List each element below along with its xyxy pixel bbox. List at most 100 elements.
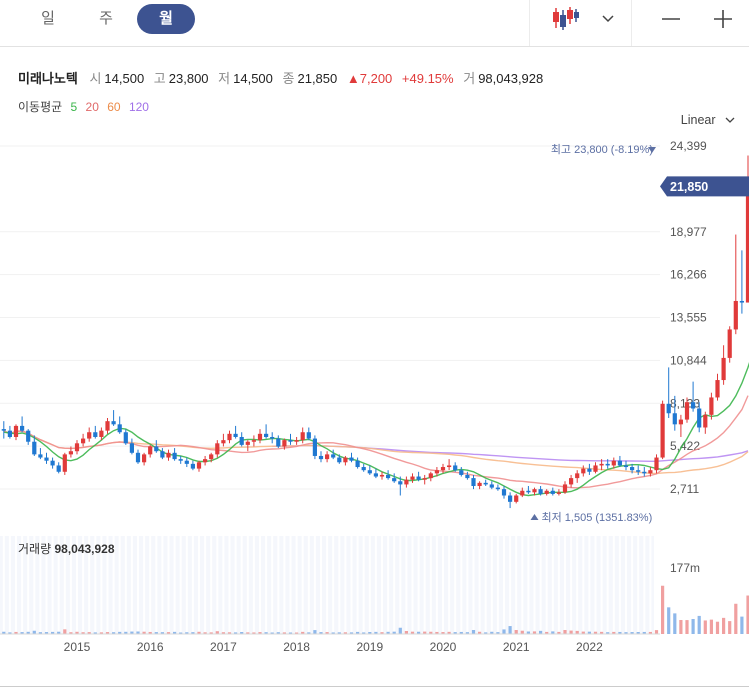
volume-bar[interactable] xyxy=(734,603,738,634)
candle[interactable] xyxy=(678,419,683,425)
candle[interactable] xyxy=(44,457,49,461)
candle[interactable] xyxy=(38,454,43,458)
volume-bar[interactable] xyxy=(520,630,524,634)
volume-bar[interactable] xyxy=(51,631,55,634)
volume-bar[interactable] xyxy=(349,632,354,634)
candle[interactable] xyxy=(508,495,513,502)
candle[interactable] xyxy=(68,451,73,455)
candle[interactable] xyxy=(160,451,165,458)
candle[interactable] xyxy=(264,433,269,437)
candle[interactable] xyxy=(361,467,366,471)
volume-bar[interactable] xyxy=(295,632,299,635)
volume-bar[interactable] xyxy=(368,632,372,634)
volume-bar[interactable] xyxy=(459,631,463,634)
candle[interactable] xyxy=(654,457,659,471)
candle[interactable] xyxy=(367,470,372,474)
candle[interactable] xyxy=(178,459,183,461)
candle[interactable] xyxy=(355,460,360,468)
volume-bar[interactable] xyxy=(215,631,219,634)
volume-bar[interactable] xyxy=(496,632,500,634)
candle[interactable] xyxy=(733,300,738,330)
candle[interactable] xyxy=(56,465,61,472)
volume-bar[interactable] xyxy=(173,631,177,634)
volume-bar[interactable] xyxy=(14,631,18,634)
volume-bar[interactable] xyxy=(715,621,720,634)
candle[interactable] xyxy=(105,421,110,431)
volume-bar[interactable] xyxy=(490,631,494,634)
candle[interactable] xyxy=(501,489,507,496)
candle[interactable] xyxy=(434,470,439,474)
candle[interactable] xyxy=(709,397,714,415)
volume-bar[interactable] xyxy=(252,632,256,634)
volume-bar[interactable] xyxy=(44,632,49,634)
volume-bar[interactable] xyxy=(581,631,585,634)
volume-bar[interactable] xyxy=(124,631,128,634)
candle[interactable] xyxy=(745,186,749,303)
volume-bar[interactable] xyxy=(38,632,42,634)
volume-bar[interactable] xyxy=(740,616,744,634)
candle[interactable] xyxy=(123,432,128,444)
volume-bar[interactable] xyxy=(227,632,232,634)
candle[interactable] xyxy=(715,380,720,398)
candle[interactable] xyxy=(410,476,415,480)
ma5-legend[interactable]: 5 xyxy=(70,100,78,114)
volume-bar[interactable] xyxy=(557,631,561,634)
volume-bar[interactable] xyxy=(575,630,579,634)
candle[interactable] xyxy=(520,490,525,496)
candle[interactable] xyxy=(599,463,604,466)
volume-bar[interactable] xyxy=(661,585,665,634)
volume-bar[interactable] xyxy=(93,632,97,634)
candle[interactable] xyxy=(569,478,574,485)
volume-bar[interactable] xyxy=(526,631,530,635)
volume-bar[interactable] xyxy=(642,631,646,634)
candlestick-icon[interactable] xyxy=(545,4,585,34)
volume-bar[interactable] xyxy=(142,631,146,634)
candle[interactable] xyxy=(660,403,665,458)
candle[interactable] xyxy=(26,430,31,442)
volume-bar[interactable] xyxy=(618,631,622,634)
volume-bar[interactable] xyxy=(679,620,683,634)
volume-bar[interactable] xyxy=(136,631,140,634)
candle[interactable] xyxy=(306,432,311,439)
volume-bar[interactable] xyxy=(112,632,116,634)
volume-bar[interactable] xyxy=(87,632,91,634)
volume-bar[interactable] xyxy=(69,632,73,634)
volume-bar[interactable] xyxy=(331,632,335,634)
volume-bar[interactable] xyxy=(478,631,482,634)
candle[interactable] xyxy=(422,478,427,480)
candle[interactable] xyxy=(325,454,330,460)
volume-bar[interactable] xyxy=(81,632,85,634)
volume-bar[interactable] xyxy=(514,630,518,634)
tab-weekly[interactable]: 주 xyxy=(99,10,113,27)
candle[interactable] xyxy=(428,473,433,479)
volume-bar[interactable] xyxy=(380,632,384,634)
volume-bar[interactable] xyxy=(709,619,713,634)
volume-bar[interactable] xyxy=(57,631,61,634)
volume-bar[interactable] xyxy=(447,631,451,634)
volume-bar[interactable] xyxy=(624,632,628,634)
volume-bar[interactable] xyxy=(587,631,591,634)
volume-bar[interactable] xyxy=(484,632,488,634)
candle[interactable] xyxy=(386,474,391,479)
volume-bar[interactable] xyxy=(648,631,652,634)
volume-bar[interactable] xyxy=(240,632,244,634)
tab-daily[interactable]: 일 xyxy=(41,10,55,27)
candle[interactable] xyxy=(233,433,238,437)
candle[interactable] xyxy=(630,467,635,471)
volume-bar[interactable] xyxy=(191,632,195,634)
candle[interactable] xyxy=(239,436,244,445)
candle[interactable] xyxy=(87,432,92,439)
candle[interactable] xyxy=(581,468,586,474)
volume-bar[interactable] xyxy=(453,632,457,634)
volume-bar[interactable] xyxy=(374,631,378,634)
candle[interactable] xyxy=(148,446,153,455)
volume-bar[interactable] xyxy=(197,631,201,634)
volume-bar[interactable] xyxy=(337,632,341,634)
candle[interactable] xyxy=(550,490,555,494)
volume-bar[interactable] xyxy=(563,630,567,634)
minus-icon[interactable] xyxy=(651,4,691,34)
candle[interactable] xyxy=(203,459,208,463)
candle[interactable] xyxy=(465,474,470,479)
volume-bar[interactable] xyxy=(539,630,543,634)
tab-monthly[interactable]: 월 xyxy=(137,4,195,34)
